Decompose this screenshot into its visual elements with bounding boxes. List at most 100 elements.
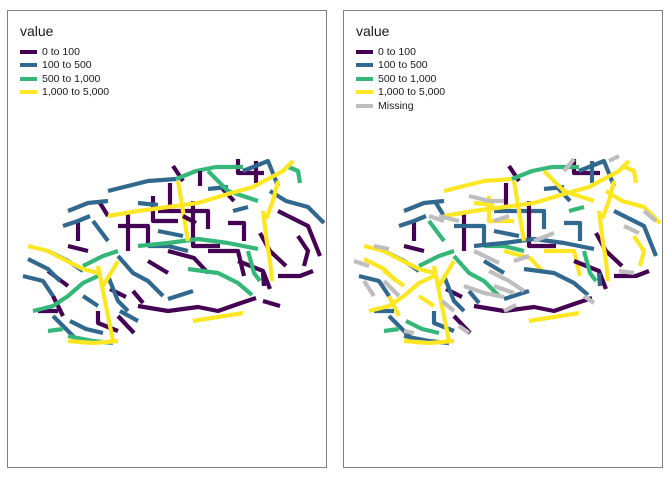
street-segment-missing bbox=[440, 299, 456, 313]
legend-label: 1,000 to 5,000 bbox=[42, 86, 110, 99]
street-segment bbox=[27, 257, 62, 283]
legend-swatch bbox=[20, 63, 37, 68]
street-segment bbox=[182, 214, 197, 225]
street-segment bbox=[67, 243, 89, 254]
street-segment-missing bbox=[457, 324, 471, 335]
street-segment-missing bbox=[493, 214, 510, 223]
street-segment-missing bbox=[463, 284, 505, 300]
street-segment bbox=[118, 309, 140, 323]
street-segment bbox=[137, 296, 257, 314]
street-segment bbox=[621, 164, 639, 184]
street-segment bbox=[503, 248, 546, 275]
street-segment-missing bbox=[428, 214, 445, 223]
street-segment bbox=[245, 250, 262, 283]
street-segment bbox=[101, 259, 120, 288]
street-network-map bbox=[353, 154, 662, 346]
street-segment bbox=[131, 289, 145, 305]
street-segment bbox=[383, 326, 400, 334]
legend-title: value bbox=[356, 23, 390, 39]
street-segment bbox=[118, 223, 151, 246]
street-segment-missing bbox=[382, 279, 401, 298]
street-segment bbox=[228, 220, 247, 241]
street-segment bbox=[493, 228, 520, 239]
street-segment-missing bbox=[362, 279, 376, 298]
street-segment-missing bbox=[403, 328, 415, 336]
street-segment bbox=[403, 198, 445, 213]
legend-swatch bbox=[356, 103, 373, 108]
street-segment-missing bbox=[503, 303, 517, 313]
street-segment-missing bbox=[373, 243, 390, 252]
street-segment bbox=[22, 273, 55, 298]
legend-title: value bbox=[20, 23, 54, 39]
street-segment bbox=[260, 272, 267, 287]
street-segment bbox=[192, 310, 244, 324]
legend-label: 0 to 100 bbox=[378, 45, 416, 58]
street-segment bbox=[596, 210, 611, 282]
street-segment bbox=[107, 159, 295, 219]
street-segment bbox=[443, 159, 631, 219]
legend-swatch bbox=[356, 49, 373, 54]
street-segment bbox=[67, 338, 119, 346]
street-segment bbox=[452, 254, 501, 298]
street-segment bbox=[95, 265, 116, 342]
street-segment bbox=[403, 243, 425, 254]
legend-swatch bbox=[356, 63, 373, 68]
street-segment bbox=[32, 274, 99, 314]
street-segment bbox=[613, 209, 658, 257]
street-segment bbox=[237, 259, 272, 290]
street-segment bbox=[278, 269, 314, 279]
street-segment bbox=[47, 326, 64, 334]
legend-label: 500 to 1,000 bbox=[42, 72, 101, 85]
legend-item: Missing bbox=[356, 99, 445, 113]
legend-item: 1,000 to 5,000 bbox=[356, 86, 445, 100]
street-segment bbox=[91, 219, 110, 243]
street-segment bbox=[564, 220, 583, 241]
street-segment bbox=[542, 169, 595, 203]
street-segment bbox=[208, 248, 247, 277]
street-segment bbox=[260, 210, 275, 282]
street-segment bbox=[418, 249, 455, 268]
street-segment bbox=[358, 273, 391, 298]
map-panel-right: value 0 to 100 100 to 500 500 to 1,000 1… bbox=[343, 10, 663, 468]
street-segment bbox=[511, 180, 527, 242]
street-segment bbox=[482, 259, 506, 275]
street-segment bbox=[363, 257, 398, 283]
legend-item: 1,000 to 5,000 bbox=[20, 86, 109, 100]
street-segment bbox=[473, 200, 495, 208]
street-segment bbox=[427, 219, 446, 243]
street-segment bbox=[232, 204, 249, 214]
street-segment bbox=[148, 243, 189, 254]
street-segment bbox=[368, 274, 435, 314]
street-segment bbox=[82, 249, 119, 268]
street-segment bbox=[116, 254, 165, 298]
street-segment bbox=[594, 231, 624, 268]
street-segment bbox=[27, 243, 99, 276]
street-segment bbox=[137, 200, 159, 208]
street-segment bbox=[116, 314, 136, 335]
street-segment bbox=[398, 214, 427, 228]
street-segment bbox=[523, 266, 590, 297]
street-segment bbox=[387, 295, 401, 317]
street-segment bbox=[175, 164, 243, 181]
street-segment bbox=[187, 266, 254, 297]
street-segment bbox=[528, 310, 580, 324]
legend-item: 100 to 500 bbox=[356, 59, 445, 73]
street-segment bbox=[600, 180, 617, 220]
street-segment bbox=[503, 288, 530, 302]
legend-item: 500 to 1,000 bbox=[356, 72, 445, 86]
street-segment bbox=[467, 289, 481, 305]
street-segment bbox=[157, 228, 184, 239]
legend-label: 500 to 1,000 bbox=[378, 72, 437, 85]
street-segment bbox=[158, 208, 211, 229]
legend-swatch bbox=[356, 90, 373, 95]
legend: value 0 to 100 100 to 500 500 to 1,000 1… bbox=[356, 23, 445, 113]
street-segment bbox=[67, 198, 109, 213]
street-segment-missing bbox=[493, 284, 515, 295]
street-segment-missing bbox=[488, 269, 526, 293]
street-segment bbox=[146, 259, 170, 275]
street-segment-missing bbox=[533, 231, 555, 243]
street-segment bbox=[405, 319, 440, 336]
map-panel-left: value 0 to 100 100 to 500 500 to 1,000 1… bbox=[7, 10, 327, 468]
street-segment bbox=[167, 288, 194, 302]
legend-swatch bbox=[356, 76, 373, 81]
